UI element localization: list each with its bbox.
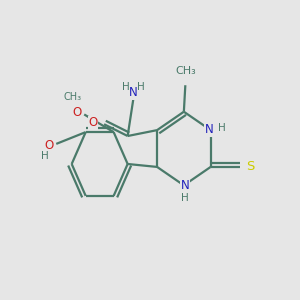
Text: CH₃: CH₃ [64,92,82,102]
Text: O: O [72,106,81,119]
Text: O: O [45,139,54,152]
Text: H: H [181,193,189,203]
Text: H: H [218,123,226,133]
Text: H: H [122,82,130,92]
Text: N: N [129,86,138,99]
Text: N: N [205,123,214,136]
Text: H: H [137,82,145,92]
Text: N: N [181,179,190,192]
Text: H: H [41,151,49,161]
Text: S: S [246,160,255,173]
Text: O: O [88,116,98,129]
Text: CH₃: CH₃ [175,66,196,76]
